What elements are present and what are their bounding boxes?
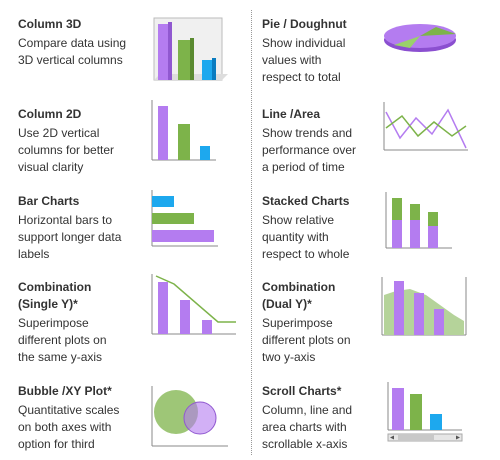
- item-title: Stacked Charts: [262, 194, 350, 208]
- column-divider: [251, 10, 252, 455]
- item-title: Combination (Dual Y)*: [262, 280, 336, 311]
- scroll-chart-icon: [387, 382, 463, 442]
- item-desc: Quantitative scales on both axes with op…: [18, 403, 120, 451]
- item-combination-dual-y[interactable]: Combination (Dual Y)* Superimpose differ…: [262, 279, 382, 366]
- item-title: Column 2D: [18, 107, 82, 121]
- column-3d-icon: [153, 17, 228, 81]
- column-2d-icon: [151, 100, 216, 161]
- line-area-icon: [383, 102, 468, 151]
- item-desc: Use 2D vertical columns for better visua…: [18, 126, 115, 174]
- item-bar-charts[interactable]: Bar Charts Horizontal bars to support lo…: [18, 193, 153, 263]
- item-title: Scroll Charts*: [262, 384, 342, 398]
- pie-doughnut-icon: [384, 24, 456, 52]
- item-stacked-charts[interactable]: Stacked Charts Show relative quantity wi…: [262, 193, 382, 263]
- bubble-xy-icon: [151, 386, 228, 447]
- combination-dual-y-icon: [381, 277, 467, 336]
- item-column-2d[interactable]: Column 2D Use 2D vertical columns for be…: [18, 106, 148, 176]
- item-desc: Column, line and area charts with scroll…: [262, 403, 353, 451]
- item-desc: Superimpose different plots on the same …: [18, 316, 107, 364]
- item-title: Bar Charts: [18, 194, 80, 208]
- item-desc: Show relative quantity with respect to w…: [262, 213, 350, 261]
- bar-chart-icon: [151, 190, 218, 247]
- item-line-area[interactable]: Line /Area Show trends and performance o…: [262, 106, 382, 176]
- combination-single-y-icon: [151, 274, 236, 335]
- item-column-3d[interactable]: Column 3D Compare data using 3D vertical…: [18, 16, 148, 69]
- item-desc: Show trends and performance over a perio…: [262, 126, 357, 174]
- item-desc: Show individual values with respect to t…: [262, 36, 346, 84]
- stacked-chart-icon: [385, 192, 452, 249]
- item-title: Combination (Single Y)*: [18, 280, 92, 311]
- item-title: Bubble /XY Plot*: [18, 384, 112, 398]
- item-desc: Horizontal bars to support longer data l…: [18, 213, 122, 261]
- item-pie-doughnut[interactable]: Pie / Doughnut Show individual values wi…: [262, 16, 382, 86]
- item-combination-single-y[interactable]: Combination (Single Y)* Superimpose diff…: [18, 279, 148, 366]
- item-bubble-xy-plot[interactable]: Bubble /XY Plot* Quantitative scales on …: [18, 383, 148, 453]
- item-title: Column 3D: [18, 17, 82, 31]
- item-scroll-charts[interactable]: Scroll Charts* Column, line and area cha…: [262, 383, 382, 453]
- item-title: Pie / Doughnut: [262, 17, 347, 31]
- item-desc: Superimpose different plots on two y-axi…: [262, 316, 351, 364]
- item-desc: Compare data using 3D vertical columns: [18, 36, 127, 67]
- item-title: Line /Area: [262, 107, 321, 121]
